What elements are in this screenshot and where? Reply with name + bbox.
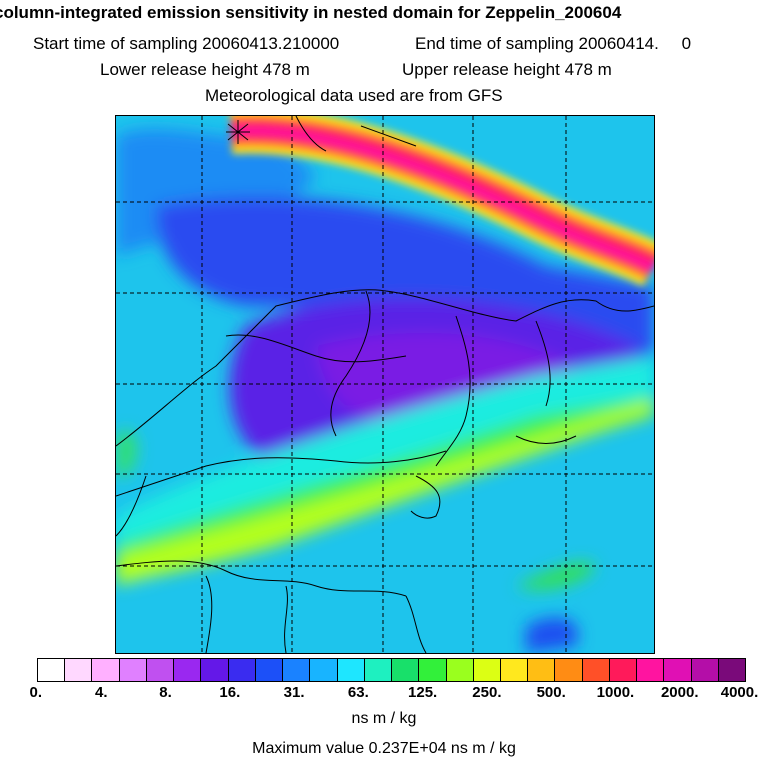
- colorbar-segment: [664, 659, 692, 681]
- coastlines: [116, 116, 654, 653]
- lower-release-label: Lower release height: [100, 60, 258, 79]
- colorbar-segment: [174, 659, 202, 681]
- upper-release-label: Upper release height: [402, 60, 560, 79]
- colorbar-tick-label: 125.: [408, 684, 438, 701]
- colorbar-tick-label: 63.: [347, 684, 369, 701]
- colorbar-segment: [119, 659, 147, 681]
- colorbar-segment: [38, 659, 66, 681]
- colorbar-tick-label: 250.: [472, 684, 502, 701]
- colorbar-segment: [500, 659, 529, 681]
- colorbar-segment: [310, 659, 338, 681]
- end-time-line: End time of sampling 20060414. 0: [415, 34, 691, 54]
- colorbar-segment: [337, 659, 365, 681]
- end-time-label: End time of sampling: [415, 34, 574, 53]
- star-icon: [226, 120, 250, 144]
- colorbar-segment: [201, 659, 229, 681]
- plume: [230, 116, 654, 287]
- colorbar-tick-label: 4000.: [720, 684, 759, 701]
- colorbar-segment: [65, 659, 93, 681]
- colorbar-segment: [637, 659, 665, 681]
- colorbar: [37, 658, 746, 682]
- colorbar-tick-label: 4.: [95, 684, 108, 701]
- colorbar-tick-label: 2000.: [660, 684, 699, 701]
- colorbar-segment: [92, 659, 120, 681]
- colorbar-segment: [419, 659, 447, 681]
- colorbar-segment: [283, 659, 311, 681]
- colorbar-segment: [609, 659, 638, 681]
- maximum-value: Maximum value 0.237E+04 ns m / kg: [252, 740, 516, 757]
- lower-release-line: Lower release height 478 m: [100, 60, 310, 80]
- colorbar-segment: [473, 659, 501, 681]
- graticule: [116, 116, 654, 653]
- colorbar-segment: [555, 659, 583, 681]
- end-time-value: 20060414.: [578, 34, 659, 53]
- start-time-value: 20060413.210000: [202, 34, 340, 53]
- colorbar-segment: [582, 659, 610, 681]
- emission-sensitivity-map: [115, 115, 655, 654]
- met-data-line: Meteorological data used are from GFS: [205, 86, 503, 105]
- colorbar-tick-label: 0.: [29, 684, 43, 701]
- colorbar-tick-label: 16.: [219, 684, 241, 701]
- start-time-line: Start time of sampling 20060413.210000: [33, 34, 339, 54]
- colorbar-segment: [528, 659, 556, 681]
- colorbar-segment: [392, 659, 420, 681]
- colorbar-tick-label: 31.: [283, 684, 305, 701]
- end-time-suffix: 0: [681, 34, 692, 53]
- page-title: column-integrated emission sensitivity i…: [0, 3, 622, 22]
- upper-release-value: 478 m: [564, 60, 612, 79]
- lower-release-value: 478 m: [262, 60, 310, 79]
- colorbar-segment: [146, 659, 175, 681]
- start-time-label: Start time of sampling: [33, 34, 198, 53]
- colorbar-tick-label: 8.: [159, 684, 172, 701]
- colorbar-segment: [718, 659, 746, 681]
- colorbar-unit: ns m / kg: [351, 710, 417, 727]
- colorbar-segment: [364, 659, 393, 681]
- colorbar-segment: [255, 659, 284, 681]
- colorbar-segment: [446, 659, 474, 681]
- upper-release-line: Upper release height 478 m: [402, 60, 612, 80]
- colorbar-segment: [691, 659, 719, 681]
- colorbar-tick-label: 1000.: [596, 684, 635, 701]
- colorbar-tick-label: 500.: [536, 684, 566, 701]
- field-low-band: [116, 128, 654, 653]
- colorbar-segment: [228, 659, 256, 681]
